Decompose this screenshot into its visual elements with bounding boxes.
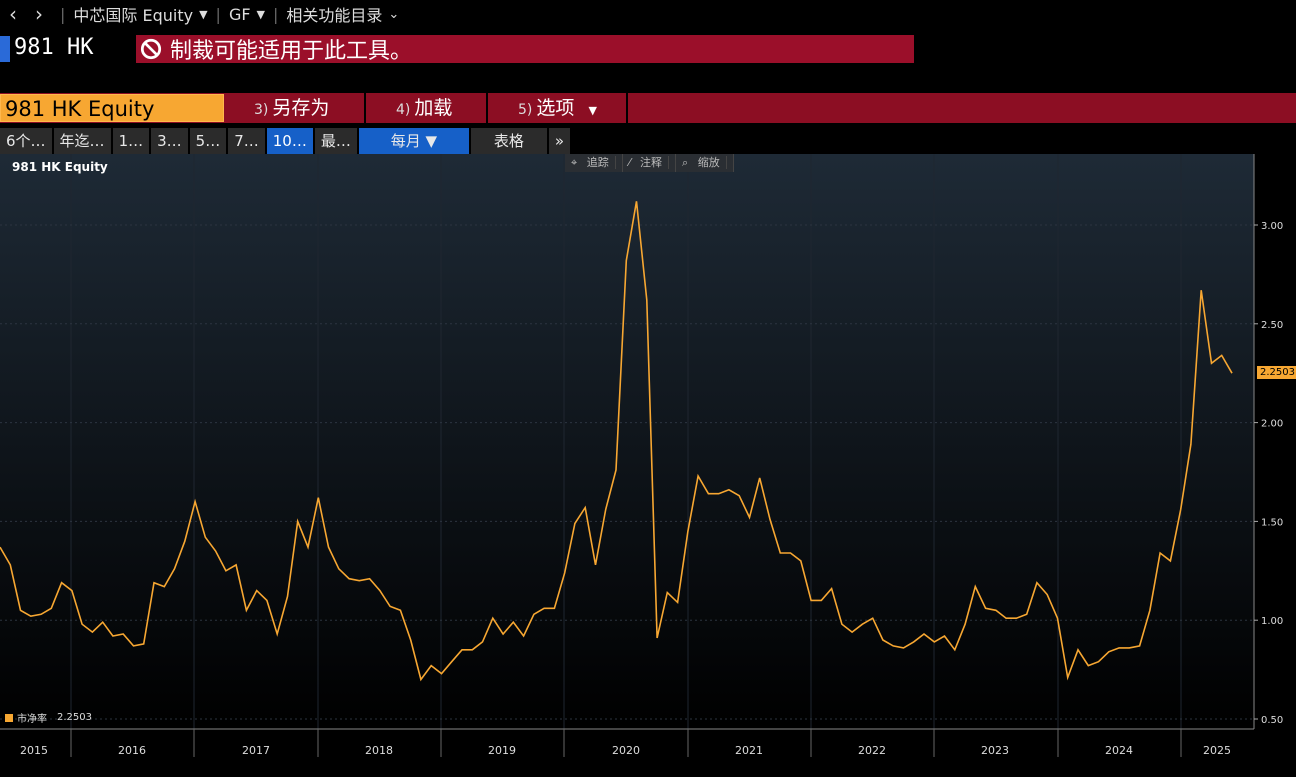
security-field[interactable]: 981 HK Equity [0, 94, 224, 122]
plot-background [0, 154, 1254, 729]
table-button[interactable]: 表格 [470, 128, 547, 154]
related-functions-menu[interactable]: 相关功能目录 ⌄ [286, 2, 399, 26]
caret-down-icon: ▼ [256, 7, 266, 21]
x-tick-label: 2024 [1105, 744, 1133, 757]
tool-label: 追踪 [580, 156, 616, 169]
tab-range-1y[interactable]: 1… [112, 128, 150, 154]
zoom-tool[interactable]: ⌕ 缩放 [676, 154, 734, 172]
command-bar: 981 HK Equity 3) 另存为 4) 加载 5) 选项 ▼ [0, 93, 1296, 123]
security-menu-label: 中芯国际 Equity [73, 6, 194, 25]
load-button[interactable]: 4) 加载 [368, 93, 488, 123]
action-number: 3) [254, 102, 269, 118]
divider: | [60, 4, 66, 24]
tab-range-10y[interactable]: 10… [266, 128, 313, 154]
tool-label: 缩放 [691, 156, 727, 169]
tab-range-6m[interactable]: 6个… [0, 128, 52, 154]
legend-label: 市净率 [17, 714, 47, 725]
top-navigation-bar: ‹ › | 中芯国际 Equity ▼ | GF ▼ | 相关功能目录 ⌄ [0, 0, 1296, 28]
divider: | [215, 4, 221, 24]
y-tick-label: 0.50 [1261, 715, 1283, 726]
security-menu[interactable]: 中芯国际 Equity ▼ [73, 2, 207, 26]
ticker-label: 981 HK [14, 35, 94, 60]
ticker-marker [0, 36, 10, 62]
chart-tools: ⌖ 追踪 ⁄ 注释 ⌕ 缩放 [565, 154, 734, 172]
series-line-pb-ratio [0, 201, 1233, 682]
double-chevron-down-icon: ⌄ [388, 6, 400, 22]
tab-range-7y[interactable]: 7… [228, 128, 265, 154]
x-tick-label: 2021 [735, 744, 763, 757]
function-menu-label: GF [228, 4, 251, 24]
action-label: 加载 [414, 97, 453, 119]
tab-range-ytd[interactable]: 年迄… [53, 128, 111, 154]
action-number: 5) [518, 102, 533, 118]
x-tick-label: 2016 [118, 744, 146, 757]
legend-swatch [5, 713, 13, 722]
x-tick-label: 2023 [981, 744, 1009, 757]
action-label: 选项 [536, 97, 575, 119]
ban-icon [140, 38, 162, 60]
y-tick-label: 1.00 [1261, 616, 1283, 627]
options-button[interactable]: 5) 选项 ▼ [490, 93, 628, 123]
y-axis-ticks: 0.50 1.00 1.50 2.00 2.50 3.00 [1254, 221, 1283, 726]
tab-range-3y[interactable]: 3… [151, 128, 188, 154]
x-tick-label: 2022 [858, 744, 886, 757]
chart-legend: 市净率 2.2503 [5, 710, 92, 725]
ticker-row: 981 HK 制裁可能适用于此工具。 [0, 33, 1296, 65]
caret-down-icon: ▼ [199, 7, 208, 21]
x-axis-ticks: 2015 2016 2017 2018 2019 2020 2021 2022 2023 2024… [20, 729, 1231, 757]
action-label: 另存为 [272, 97, 330, 119]
x-tick-label: 2020 [612, 744, 640, 757]
chevron-right-icon[interactable]: › [35, 2, 43, 26]
tab-range-5y[interactable]: 5… [189, 128, 227, 154]
annotate-tool[interactable]: ⁄ 注释 [623, 154, 677, 172]
price-chart[interactable]: 0.501.001.502.002.503.00 2015 2016 2017 201… [0, 154, 1296, 777]
action-number: 4) [396, 102, 411, 118]
legend-value: 2.2503 [57, 712, 92, 723]
divider: | [273, 4, 279, 24]
more-button[interactable]: » [548, 128, 571, 154]
x-tick-label: 2025 [1203, 744, 1231, 757]
x-tick-label: 2018 [365, 744, 393, 757]
sanction-text: 制裁可能适用于此工具。 [170, 39, 413, 64]
last-value-badge: 2.2503 [1257, 366, 1296, 379]
crosshair-tool[interactable]: ⌖ 追踪 [565, 154, 623, 172]
tab-range-max[interactable]: 最… [314, 128, 357, 154]
function-menu[interactable]: GF ▼ [229, 5, 265, 24]
chevron-left-icon[interactable]: ‹ [9, 2, 17, 26]
save-as-button[interactable]: 3) 另存为 [226, 93, 366, 123]
chart-title: 981 HK Equity [12, 160, 108, 174]
x-tick-label: 2019 [488, 744, 516, 757]
frequency-select[interactable]: 每月 ▼ [358, 128, 469, 154]
caret-down-icon: ▼ [588, 104, 597, 117]
tool-label: 注释 [634, 156, 670, 169]
x-tick-label: 2015 [20, 744, 48, 757]
horizontal-gridlines [0, 224, 1254, 720]
related-menu-label: 相关功能目录 [286, 6, 383, 25]
sanction-banner: 制裁可能适用于此工具。 [136, 35, 914, 64]
x-tick-label: 2017 [242, 744, 270, 757]
y-tick-label: 3.00 [1261, 221, 1283, 232]
y-tick-label: 2.50 [1261, 320, 1283, 331]
y-tick-label: 1.50 [1261, 517, 1283, 528]
range-tabs: 6个… 年迄… 1… 3… 5… 7… 10… 最… 每月 ▼ 表格 » [0, 128, 572, 154]
y-tick-label: 2.00 [1261, 419, 1283, 430]
vertical-gridlines [70, 154, 1182, 729]
